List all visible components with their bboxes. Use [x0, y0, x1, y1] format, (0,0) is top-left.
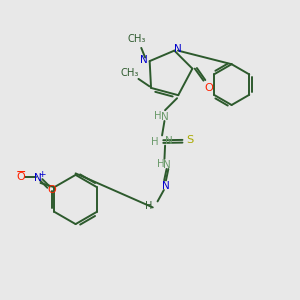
- Text: N: N: [162, 181, 170, 191]
- Text: H: H: [151, 137, 158, 147]
- Text: O: O: [16, 172, 25, 182]
- Text: N: N: [163, 160, 171, 170]
- Text: N: N: [174, 44, 182, 53]
- Text: N: N: [140, 55, 148, 64]
- Text: S: S: [186, 136, 194, 146]
- Text: O: O: [47, 185, 56, 195]
- Text: O: O: [205, 83, 214, 93]
- Text: CH₃: CH₃: [120, 68, 139, 78]
- Text: N: N: [165, 136, 173, 146]
- Text: N: N: [34, 172, 42, 183]
- Text: N: N: [160, 112, 168, 122]
- Text: H: H: [154, 111, 161, 121]
- Text: H: H: [145, 201, 152, 211]
- Text: −: −: [15, 166, 26, 179]
- Text: +: +: [38, 170, 46, 179]
- Text: H: H: [157, 159, 164, 169]
- Text: CH₃: CH₃: [128, 34, 146, 44]
